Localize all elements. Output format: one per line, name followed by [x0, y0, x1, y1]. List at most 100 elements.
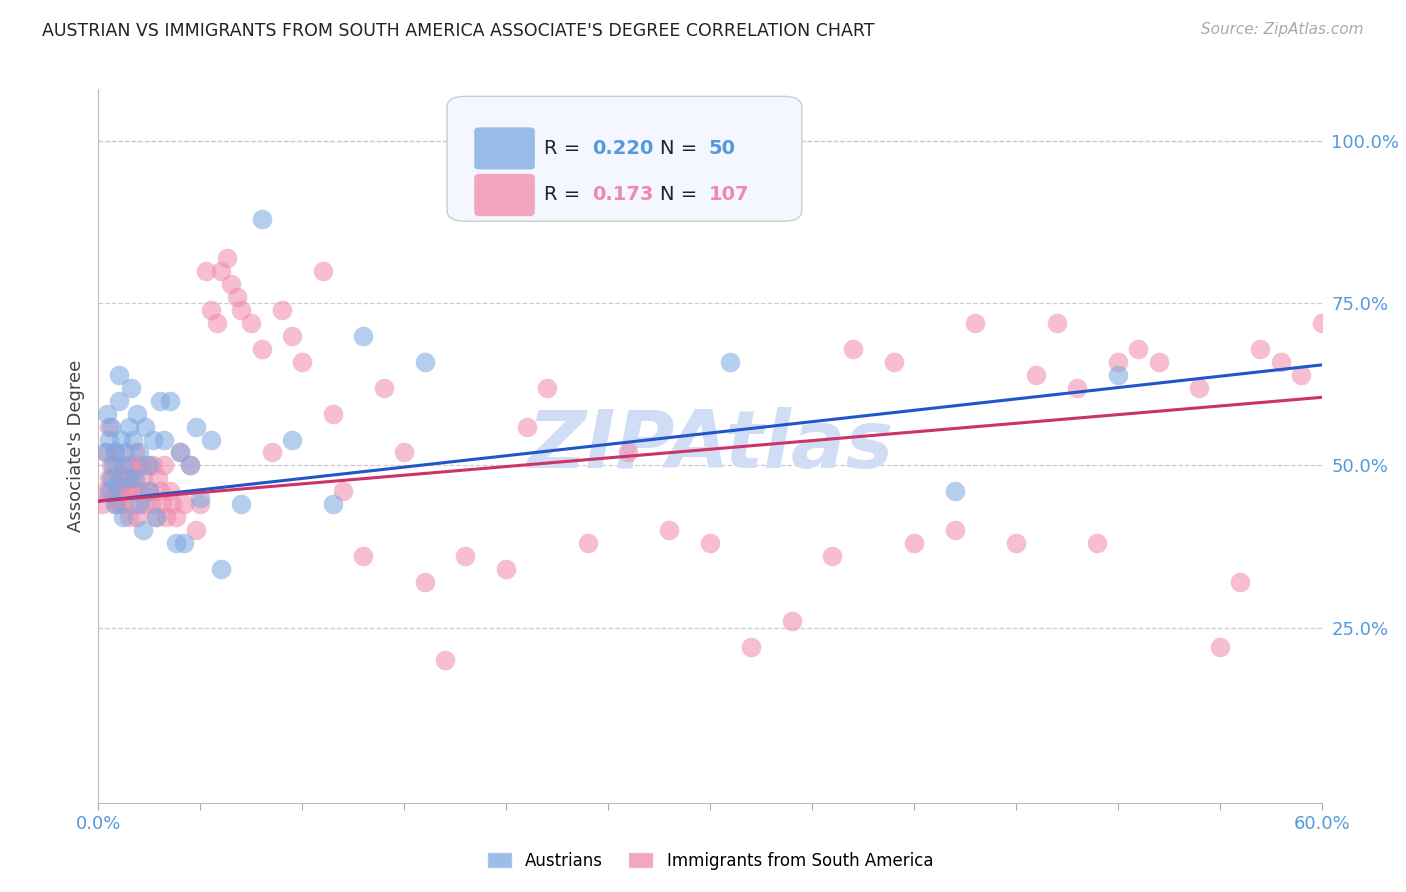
Point	[186, 419, 208, 434]
Point	[1270, 354, 1292, 368]
Legend: Austrians, Immigrants from South America: Austrians, Immigrants from South America	[481, 846, 939, 877]
Point	[122, 497, 145, 511]
Point	[122, 433, 145, 447]
Point	[108, 471, 131, 485]
Point	[392, 445, 416, 459]
Point	[1229, 575, 1251, 590]
Point	[720, 354, 742, 368]
Point	[134, 497, 156, 511]
Point	[96, 445, 118, 459]
FancyBboxPatch shape	[474, 127, 536, 169]
Point	[118, 510, 141, 524]
Point	[312, 264, 335, 278]
Point	[104, 445, 127, 459]
Point	[100, 419, 122, 434]
Point	[104, 497, 127, 511]
Text: R =: R =	[544, 139, 586, 158]
Point	[179, 458, 201, 473]
Point	[132, 471, 155, 485]
Text: N =: N =	[659, 139, 703, 158]
Point	[118, 419, 141, 434]
Text: Source: ZipAtlas.com: Source: ZipAtlas.com	[1201, 22, 1364, 37]
Point	[120, 484, 142, 499]
Point	[188, 491, 212, 505]
Point	[1045, 316, 1069, 330]
Point	[281, 328, 304, 343]
Point	[134, 419, 156, 434]
Point	[165, 510, 187, 524]
Y-axis label: Associate's Degree: Associate's Degree	[66, 359, 84, 533]
Point	[226, 290, 249, 304]
Point	[111, 510, 134, 524]
Point	[150, 497, 173, 511]
Point	[108, 393, 131, 408]
Point	[780, 614, 803, 628]
Point	[114, 471, 136, 485]
Point	[1392, 368, 1406, 382]
Point	[1209, 640, 1232, 654]
Point	[250, 211, 273, 226]
Point	[108, 368, 131, 382]
Point	[104, 445, 127, 459]
Point	[1025, 368, 1047, 382]
Point	[114, 445, 136, 459]
Point	[93, 484, 115, 499]
Point	[101, 471, 124, 485]
Point	[209, 264, 232, 278]
Point	[195, 264, 218, 278]
Point	[413, 575, 436, 590]
Point	[1291, 368, 1313, 382]
Point	[128, 458, 150, 473]
Point	[1249, 342, 1271, 356]
Point	[240, 316, 263, 330]
Point	[291, 354, 314, 368]
Point	[699, 536, 721, 550]
Point	[132, 524, 155, 538]
Point	[281, 433, 304, 447]
Point	[322, 407, 344, 421]
Point	[576, 536, 599, 550]
Point	[231, 497, 253, 511]
Point	[215, 251, 238, 265]
Point	[118, 458, 141, 473]
Point	[454, 549, 477, 564]
Point	[841, 342, 863, 356]
Point	[173, 536, 195, 550]
Point	[138, 484, 160, 499]
Point	[141, 497, 163, 511]
Text: AUSTRIAN VS IMMIGRANTS FROM SOUTH AMERICA ASSOCIATE'S DEGREE CORRELATION CHART: AUSTRIAN VS IMMIGRANTS FROM SOUTH AMERIC…	[42, 22, 875, 40]
Point	[159, 484, 181, 499]
Point	[149, 393, 172, 408]
Point	[124, 484, 146, 499]
Point	[1331, 302, 1354, 317]
Point	[142, 433, 165, 447]
Point	[495, 562, 517, 576]
Point	[1147, 354, 1170, 368]
Point	[332, 484, 354, 499]
Point	[179, 458, 201, 473]
Text: 107: 107	[709, 186, 749, 204]
Point	[1107, 368, 1129, 382]
Point	[124, 471, 146, 485]
FancyBboxPatch shape	[474, 174, 536, 217]
Point	[110, 484, 132, 499]
Point	[169, 445, 191, 459]
Point	[108, 497, 131, 511]
Point	[96, 407, 118, 421]
Point	[97, 484, 120, 499]
Point	[152, 433, 174, 447]
Point	[1085, 536, 1108, 550]
Point	[127, 510, 149, 524]
Point	[219, 277, 242, 291]
Point	[373, 381, 395, 395]
Point	[97, 471, 120, 485]
Point	[146, 471, 169, 485]
Point	[97, 433, 120, 447]
Point	[1004, 536, 1026, 550]
Point	[124, 445, 146, 459]
Point	[100, 458, 122, 473]
Point	[1310, 316, 1333, 330]
Text: N =: N =	[659, 186, 703, 204]
Point	[93, 445, 115, 459]
Point	[105, 484, 128, 499]
